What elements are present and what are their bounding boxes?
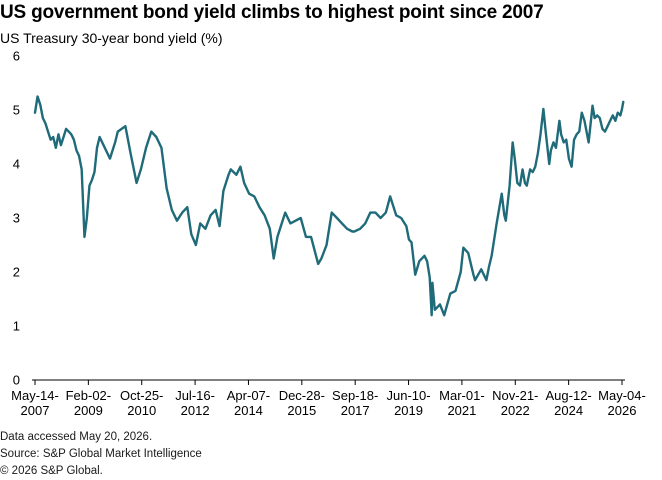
x-tick-label-year: 2017 [341,403,370,418]
y-tick-label: 5 [13,103,20,118]
bond-yield-line [33,95,625,317]
x-tick-label-year: 2026 [608,403,637,418]
x-tick-label-year: 2021 [447,403,476,418]
x-tick-label-year: 2024 [554,403,583,418]
data-accessed-note: Data accessed May 20, 2026. [0,431,153,443]
y-axis-ticks: 0 1 2 3 4 5 6 [13,49,20,388]
copyright-note: © 2026 S&P Global. [0,465,103,477]
x-tick-label-date: Jun-10- [387,388,431,403]
x-tick-label-date: Mar-01- [439,388,485,403]
x-tick-label-date: May-14- [11,388,59,403]
x-tick-label-date: Nov-21- [492,388,538,403]
y-tick-label: 6 [13,49,20,64]
x-tick-label-date: Feb-02- [66,388,112,403]
x-tick-label-year: 2010 [127,403,156,418]
x-tick-label-year: 2007 [21,403,50,418]
y-tick-label: 0 [13,373,20,388]
x-tick-label-date: Dec-28- [279,388,325,403]
y-tick-label: 2 [13,265,20,280]
y-tick-label: 3 [13,211,20,226]
x-tick-label-date: Apr-07- [227,388,270,403]
x-tick-label-date: Oct-25- [120,388,163,403]
y-tick-label: 4 [13,157,20,172]
x-tick-label-year: 2014 [234,403,263,418]
x-axis-ticks: May-14-2007 Feb-02-2009 Oct-25-2010 Jul-16-… [11,380,646,418]
source-note: Source: S&P Global Market Intelligence [0,448,202,460]
chart-subtitle: US Treasury 30-year bond yield (%) [0,30,223,46]
x-tick-label-year: 2015 [287,403,316,418]
x-tick-label-date: Sep-18- [332,388,378,403]
page-title: US government bond yield climbs to highe… [0,2,544,23]
x-tick-label-year: 2022 [501,403,530,418]
y-tick-label: 1 [13,319,20,334]
x-tick-label-date: Aug-12- [546,388,592,403]
x-tick-label-date: Jul-16- [175,388,215,403]
x-tick-label-year: 2019 [394,403,423,418]
series-layer [33,95,625,317]
x-tick-label-date: May-04- [598,388,646,403]
x-tick-label-year: 2012 [181,403,210,418]
x-tick-label-year: 2009 [74,403,103,418]
